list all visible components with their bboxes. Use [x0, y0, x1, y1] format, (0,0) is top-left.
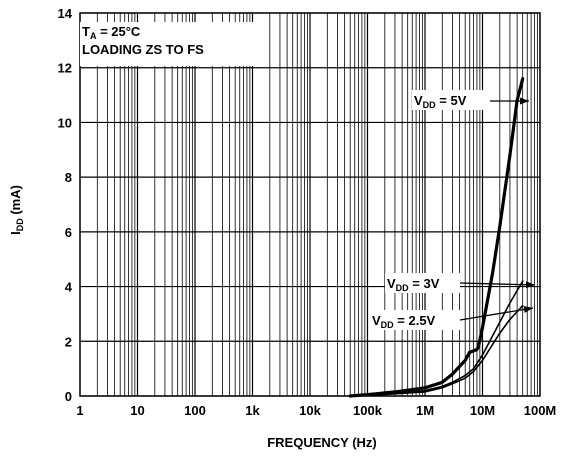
svg-text:VDD = 3V: VDD = 3V [387, 276, 440, 293]
y-axis-label-main: I [8, 231, 23, 235]
series-label-vdd-3v: VDD = 3V [385, 273, 460, 293]
svg-text:IDD (mA): IDD (mA) [8, 185, 25, 235]
series-lines [348, 77, 525, 398]
annotation-temperature: TA = 25°C [82, 24, 141, 41]
x-tick-label: 10M [470, 403, 495, 418]
y-tick-label: 8 [65, 170, 72, 185]
svg-text:VDD = 2.5V: VDD = 2.5V [372, 313, 436, 330]
y-tick-label: 12 [58, 61, 72, 76]
series-label-vdd-2-5v: VDD = 2.5V [370, 310, 460, 330]
series-arrows [459, 97, 536, 321]
arrow-vdd-5v [490, 97, 529, 105]
x-tick-label: 100k [353, 403, 383, 418]
grid-minor [96, 13, 538, 396]
svg-text:VDD = 5V: VDD = 5V [414, 93, 467, 110]
annotation-background [80, 22, 260, 66]
x-tick-labels: 1 10 100 1k 10k 100k 1M 10M 100M [76, 403, 556, 418]
x-axis-label: FREQUENCY (Hz) [267, 435, 377, 450]
series-line-vdd-2-5v [349, 304, 524, 397]
arrow-vdd-3v [459, 281, 536, 289]
x-tick-label: 1M [416, 403, 434, 418]
y-tick-label: 4 [65, 280, 73, 295]
x-tick-label: 10 [130, 403, 144, 418]
plot-frame [79, 12, 541, 397]
y-tick-label: 6 [65, 225, 72, 240]
x-tick-label: 10k [299, 403, 321, 418]
x-tick-label: 1k [245, 403, 260, 418]
y-axis-label: IDD (mA) [8, 185, 25, 235]
y-axis-label-sub: DD [15, 218, 25, 231]
x-tick-label: 1 [76, 403, 83, 418]
x-tick-label: 100 [184, 403, 206, 418]
y-axis-label-rest: (mA) [8, 185, 23, 218]
y-tick-label: 14 [58, 6, 73, 21]
y-tick-label: 2 [65, 334, 72, 349]
arrow-vdd-2-5v [459, 306, 534, 321]
x-tick-label: 100M [524, 403, 557, 418]
y-tick-label: 0 [65, 389, 72, 404]
annotation-loading: LOADING ZS TO FS [82, 42, 204, 57]
series-label-vdd-5v: VDD = 5V [412, 90, 490, 110]
y-tick-label: 10 [58, 115, 72, 130]
series-line-vdd-5v [348, 77, 525, 398]
y-tick-labels: 0 2 4 6 8 10 12 14 [58, 6, 73, 404]
